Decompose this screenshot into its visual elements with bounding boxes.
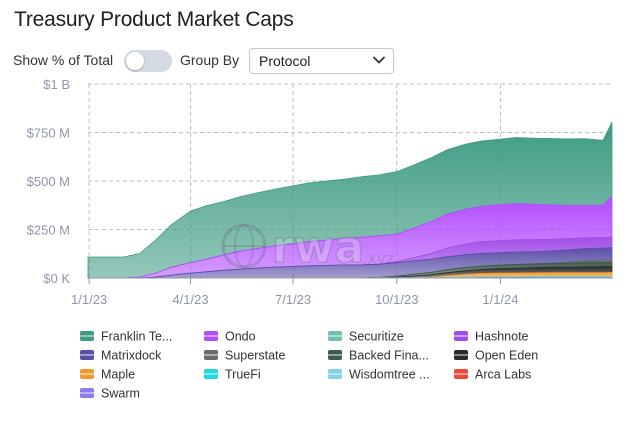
legend-swatch	[204, 331, 218, 341]
legend-item-arca-labs[interactable]: Arca Labs	[454, 368, 531, 382]
legend-item-open-eden[interactable]: Open Eden	[454, 349, 538, 363]
legend-swatch-band	[80, 335, 94, 337]
legend-swatch	[80, 388, 94, 398]
legend-item-truefi[interactable]: TrueFi	[204, 368, 261, 382]
legend-swatch	[328, 350, 342, 360]
legend-swatch-band	[204, 373, 218, 375]
toggle-knob	[126, 52, 144, 70]
show-percent-label: Show % of Total	[13, 52, 114, 68]
legend-label: Maple	[101, 368, 135, 382]
x-tick-label: 10/1/23	[375, 292, 418, 307]
show-percent-toggle[interactable]	[124, 50, 172, 72]
legend: Franklin Te... Ondo Securitize Hashnote Matr…	[80, 330, 538, 401]
group-by-select[interactable]: Protocol	[249, 48, 394, 74]
legend-swatch-band	[454, 335, 468, 337]
legend-swatch-band	[80, 354, 94, 356]
y-tick-label: $750 M	[27, 126, 70, 141]
legend-swatch	[328, 331, 342, 341]
watermark-globe-meridian	[234, 224, 254, 268]
legend-swatch	[80, 369, 94, 379]
legend-label: Securitize	[349, 330, 404, 344]
legend-swatch	[80, 331, 94, 341]
legend-label: TrueFi	[225, 368, 261, 382]
legend-swatch	[454, 350, 468, 360]
legend-item-superstate[interactable]: Superstate	[204, 349, 286, 363]
group-by-value: Protocol	[259, 53, 311, 69]
legend-swatch-band	[454, 373, 468, 375]
legend-swatch-band	[454, 354, 468, 356]
y-tick-label: $500 M	[27, 174, 70, 189]
y-tick-label: $1 B	[43, 77, 70, 92]
legend-item-matrixdock[interactable]: Matrixdock	[80, 349, 162, 363]
watermark-globe-icon	[221, 223, 267, 269]
legend-label: Wisdomtree ...	[349, 368, 430, 382]
y-tick-label: $250 M	[27, 223, 70, 238]
legend-label: Matrixdock	[101, 349, 162, 363]
x-tick-label: 1/1/23	[71, 292, 107, 307]
x-tick-label: 4/1/23	[172, 292, 208, 307]
watermark-text: rwa	[272, 222, 364, 273]
x-tick-label: 7/1/23	[275, 292, 311, 307]
legend-swatch	[454, 369, 468, 379]
legend-swatch-band	[80, 373, 94, 375]
watermark-suffix: .xyz	[362, 249, 394, 268]
legend-item-franklin-te[interactable]: Franklin Te...	[80, 330, 172, 344]
legend-label: Franklin Te...	[101, 330, 172, 344]
y-tick-label: $0 K	[43, 271, 70, 286]
legend-swatch-band	[204, 335, 218, 337]
legend-swatch	[454, 331, 468, 341]
legend-label: Ondo	[225, 330, 256, 344]
chevron-down-icon	[373, 56, 385, 64]
watermark: rwa.xyz	[221, 221, 394, 274]
legend-item-maple[interactable]: Maple	[80, 368, 135, 382]
legend-item-wisdomtree[interactable]: Wisdomtree ...	[328, 368, 430, 382]
legend-item-securitize[interactable]: Securitize	[328, 330, 404, 344]
legend-swatch-band	[328, 354, 342, 356]
legend-label: Hashnote	[475, 330, 529, 344]
legend-label: Backed Fina...	[349, 349, 429, 363]
legend-swatch-band	[80, 392, 94, 394]
legend-swatch	[328, 369, 342, 379]
legend-item-hashnote[interactable]: Hashnote	[454, 330, 529, 344]
legend-swatch	[204, 350, 218, 360]
legend-item-swarm[interactable]: Swarm	[80, 387, 140, 401]
x-tick-label: 1/1/24	[482, 292, 518, 307]
legend-item-backed-fina[interactable]: Backed Fina...	[328, 349, 429, 363]
legend-label: Superstate	[225, 349, 286, 363]
legend-swatch-band	[328, 373, 342, 375]
axes: $0 K $250 M $500 M $750 M $1 B 1/1/23 4/1/23 7/…	[27, 77, 612, 307]
legend-label: Arca Labs	[475, 368, 531, 382]
legend-swatch-band	[328, 335, 342, 337]
group-by-label: Group By	[180, 52, 240, 68]
legend-label: Swarm	[101, 387, 140, 401]
legend-label: Open Eden	[475, 349, 538, 363]
legend-swatch	[204, 369, 218, 379]
chart-title: Treasury Product Market Caps	[14, 8, 294, 31]
legend-swatch-band	[204, 354, 218, 356]
legend-swatch	[80, 350, 94, 360]
legend-item-ondo[interactable]: Ondo	[204, 330, 256, 344]
